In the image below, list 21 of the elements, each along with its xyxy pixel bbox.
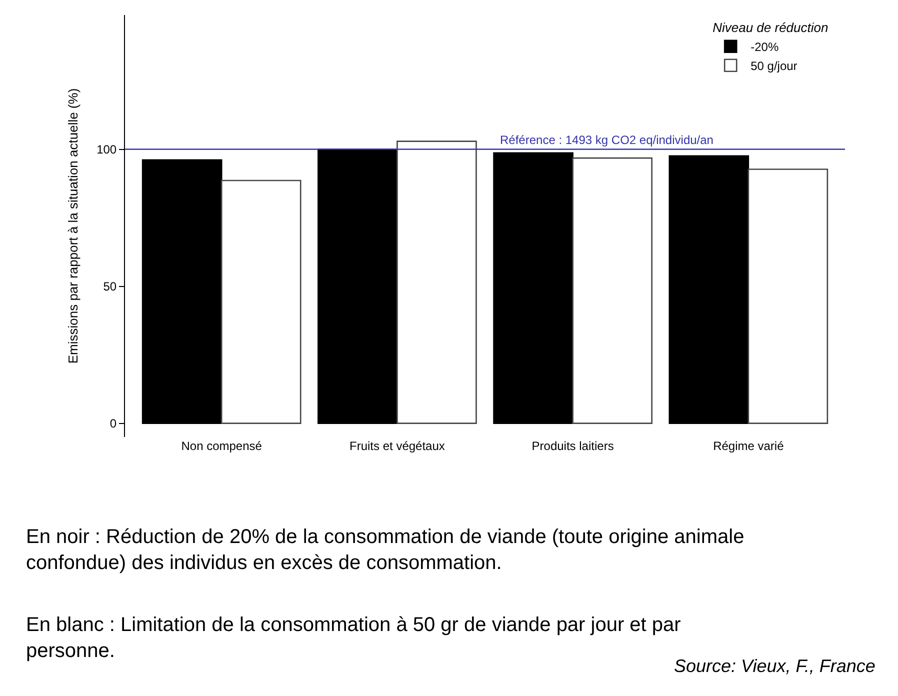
x-tick-label: Régime varié [713, 439, 784, 453]
legend-label: 50 g/jour [750, 59, 798, 74]
legend-label: -20% [750, 40, 779, 54]
legend-title: Niveau de réduction [712, 20, 828, 35]
bar [668, 155, 750, 424]
annotation: Référence : 1493 kg CO2 eq/individu/an [500, 133, 714, 147]
bar [220, 180, 302, 424]
x-tick-label: Non compensé [181, 439, 262, 453]
y-tick-label: 100 [96, 142, 117, 156]
bar [748, 168, 828, 424]
bar [493, 152, 574, 424]
bar [142, 159, 222, 424]
y-axis-title: Emissions par rapport à la situation actuelle (%) [66, 88, 81, 364]
text: En noir : Réduction de 20% de la consommation de viande (toute origine animale confondue) des individus en excès de consommation. [26, 526, 744, 574]
bar [318, 148, 398, 424]
y-tick-label: 0 [110, 416, 117, 430]
x-tick-label: Produits laitiers [532, 439, 614, 453]
bar [396, 140, 477, 424]
bar [572, 157, 652, 424]
x-tick-label: Fruits et végétaux [350, 439, 445, 453]
y-tick-label: 50 [103, 279, 117, 294]
